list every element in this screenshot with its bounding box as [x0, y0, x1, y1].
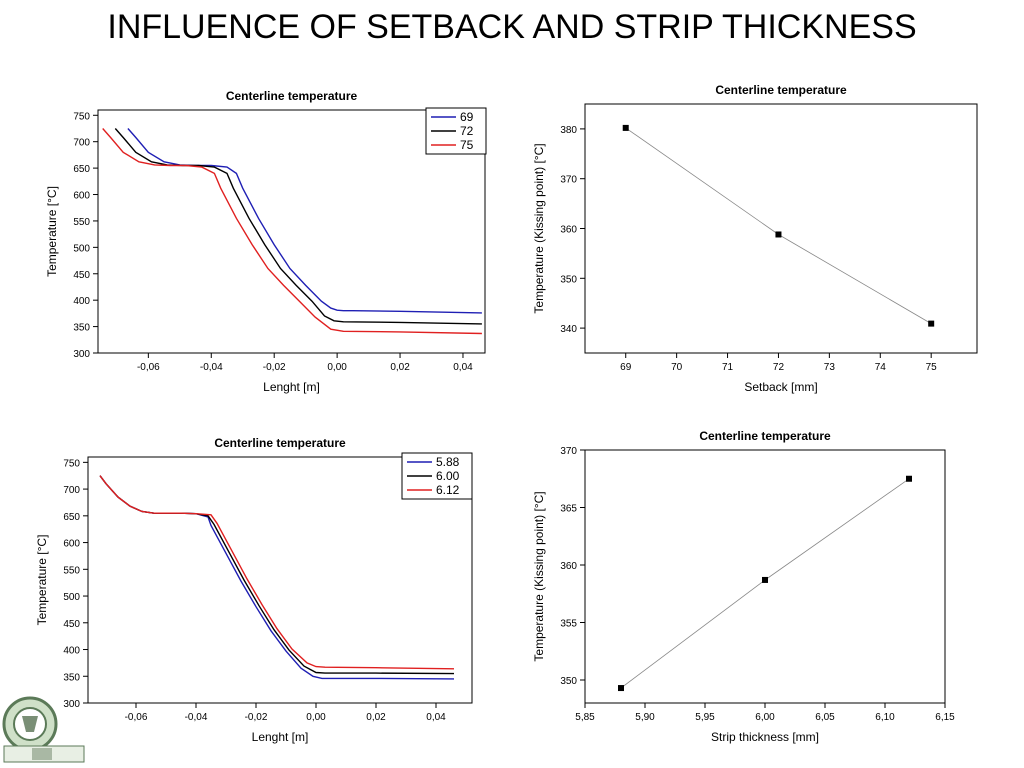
- x-tick-label: 6,10: [875, 712, 895, 723]
- series-line-6.00: [99, 475, 455, 675]
- y-tick-label: 400: [63, 646, 80, 657]
- y-axis-label: Temperature [°C]: [45, 186, 59, 277]
- x-tick-label: -0,06: [125, 712, 148, 723]
- y-tick-label: 450: [73, 270, 90, 281]
- x-tick-label: 5,95: [695, 712, 715, 723]
- data-point: [928, 320, 935, 327]
- legend-label: 5.88: [436, 455, 460, 469]
- series-line-5.88: [99, 475, 455, 680]
- chart-kissing-temp-vs-thickness: Centerline temperature 5,85 5,90 5,95 6,00 6,…: [532, 429, 955, 744]
- y-tick-label: 365: [560, 504, 577, 515]
- x-tick-label: -0,04: [185, 712, 208, 723]
- y-tick-label: 600: [73, 191, 90, 202]
- x-axis-label: Lenght [m]: [263, 380, 320, 394]
- legend-label: 72: [460, 124, 474, 138]
- x-tick-label: 72: [773, 362, 785, 373]
- y-tick-label: 350: [560, 676, 577, 687]
- y-tick-label: 750: [73, 111, 90, 122]
- y-tick-label: 450: [63, 619, 80, 630]
- y-tick-label: 350: [73, 323, 90, 334]
- plot-frame: [584, 449, 946, 704]
- series-line-75: [102, 128, 482, 335]
- plot-frame: [97, 109, 486, 354]
- y-tick-label: 360: [560, 225, 577, 236]
- y-tick-label: 600: [63, 539, 80, 550]
- x-tick-label: 75: [926, 362, 938, 373]
- legend-label: 6.12: [436, 483, 460, 497]
- data-point: [618, 685, 624, 692]
- x-tick-label: 0,04: [453, 362, 473, 373]
- x-tick-label: 6,00: [755, 712, 775, 723]
- y-tick-label: 300: [63, 699, 80, 710]
- x-tick-label: 5,90: [635, 712, 655, 723]
- y-axis-label: Temperature (Kissing point) [°C]: [532, 491, 546, 661]
- series-line-0: [625, 127, 932, 324]
- y-tick-label: 700: [63, 485, 80, 496]
- x-tick-label: 71: [722, 362, 734, 373]
- x-tick-label: 0,02: [366, 712, 386, 723]
- chart-kissing-temp-vs-setback: Centerline temperature 69 70 71 72 73 74 75 340 3…: [532, 83, 978, 394]
- chart-title: Centerline temperature: [214, 436, 346, 450]
- y-tick-label: 750: [63, 458, 80, 469]
- x-axis-label: Lenght [m]: [252, 730, 309, 744]
- chart-temp-vs-length-thickness: Centerline temperature -0,06 -0,04 -0,02 0,0…: [35, 436, 473, 744]
- y-tick-label: 370: [560, 175, 577, 186]
- x-tick-label: 69: [620, 362, 632, 373]
- x-tick-label: 74: [875, 362, 887, 373]
- y-tick-label: 380: [560, 125, 577, 136]
- y-tick-label: 650: [73, 164, 90, 175]
- y-tick-label: 400: [73, 296, 90, 307]
- data-point: [762, 576, 768, 583]
- x-tick-label: 0,02: [390, 362, 410, 373]
- y-tick-label: 355: [560, 619, 577, 630]
- x-tick-label: -0,04: [200, 362, 223, 373]
- data-point: [906, 475, 912, 482]
- y-tick-label: 500: [63, 592, 80, 603]
- y-axis-label: Temperature (Kissing point) [°C]: [532, 143, 546, 313]
- x-tick-label: 5,85: [575, 712, 595, 723]
- y-axis-label: Temperature [°C]: [35, 535, 49, 626]
- series-line-69: [127, 128, 482, 314]
- x-axis-label: Strip thickness [mm]: [711, 730, 819, 744]
- series-line-0: [620, 478, 910, 689]
- university-logo: [2, 696, 85, 763]
- chart-title: Centerline temperature: [226, 89, 358, 103]
- y-tick-label: 340: [560, 324, 577, 335]
- series-line-6.12: [99, 475, 455, 670]
- y-tick-label: 350: [560, 274, 577, 285]
- y-tick-label: 360: [560, 561, 577, 572]
- x-tick-label: 73: [824, 362, 836, 373]
- x-tick-label: 0,04: [426, 712, 446, 723]
- x-tick-label: 6,15: [935, 712, 955, 723]
- legend-label: 6.00: [436, 469, 460, 483]
- x-tick-label: -0,06: [137, 362, 160, 373]
- plot-frame: [87, 456, 473, 704]
- y-tick-label: 650: [63, 512, 80, 523]
- y-tick-label: 700: [73, 138, 90, 149]
- x-tick-label: 6,05: [815, 712, 835, 723]
- chart-title: Centerline temperature: [699, 429, 831, 443]
- chart-temp-vs-length-setback: Centerline temperature -0,06 -0,04 -0,02 0,0…: [45, 89, 487, 394]
- y-tick-label: 370: [560, 446, 577, 457]
- legend-label: 69: [460, 110, 474, 124]
- data-point: [622, 124, 629, 131]
- y-tick-label: 550: [73, 217, 90, 228]
- y-tick-label: 550: [63, 565, 80, 576]
- legend-label: 75: [460, 138, 474, 152]
- x-tick-label: -0,02: [263, 362, 286, 373]
- x-tick-label: -0,02: [245, 712, 268, 723]
- data-point: [775, 231, 782, 238]
- y-tick-label: 500: [73, 243, 90, 254]
- x-tick-label: 0,00: [327, 362, 347, 373]
- slide-title: INFLUENCE OF SETBACK AND STRIP THICKNESS: [107, 8, 917, 46]
- y-tick-label: 300: [73, 349, 90, 360]
- y-tick-label: 350: [63, 672, 80, 683]
- chart-title: Centerline temperature: [715, 83, 847, 97]
- x-tick-label: 0,00: [306, 712, 326, 723]
- x-tick-label: 70: [671, 362, 683, 373]
- x-axis-label: Setback [mm]: [744, 380, 817, 394]
- series-line-72: [114, 128, 482, 325]
